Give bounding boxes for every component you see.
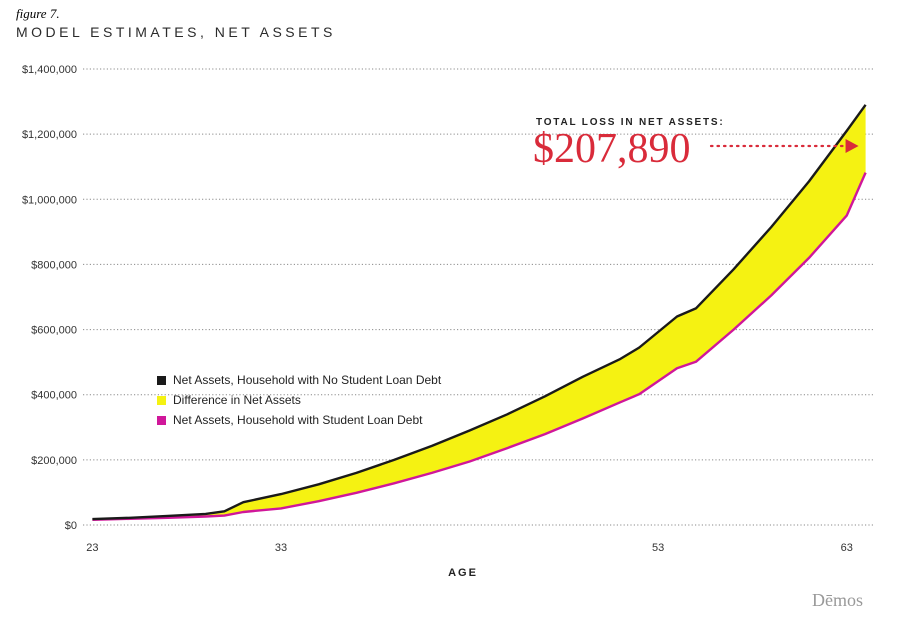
y-axis-ticks: $0 $200,000 $400,000 $600,000 $800,000 $1,000…	[22, 64, 77, 532]
y-tick-label: $1,200,000	[22, 129, 77, 141]
x-tick-label: 23	[86, 542, 98, 554]
legend-swatch-difference	[157, 395, 166, 405]
legend-label-no-debt: Net Assets, Household with No Student Lo…	[173, 373, 442, 387]
callout-label: TOTAL LOSS IN NET ASSETS:	[536, 117, 725, 128]
callout-value: $207,890	[533, 126, 691, 172]
legend-item-with-debt: Net Assets, Household with Student Loan …	[157, 410, 441, 430]
x-axis-label: AGE	[448, 567, 478, 579]
y-tick-label: $400,000	[31, 390, 77, 402]
figure-label: figure 7.	[16, 6, 60, 21]
y-tick-label: $1,000,000	[22, 194, 77, 206]
legend-label-with-debt: Net Assets, Household with Student Loan …	[173, 413, 423, 427]
y-tick-label: $1,400,000	[22, 64, 77, 76]
callout-arrow	[709, 139, 859, 153]
legend-swatch-no-debt	[157, 375, 166, 385]
legend-label-difference: Difference in Net Assets	[173, 393, 301, 407]
x-tick-label: 33	[275, 542, 287, 554]
legend: Net Assets, Household with No Student Lo…	[157, 370, 441, 430]
callout-arrow-head	[845, 139, 859, 153]
y-tick-label: $800,000	[31, 259, 77, 271]
series-line-with-debt	[92, 172, 867, 521]
x-axis-ticks: 23 33 53 63	[86, 542, 853, 554]
x-tick-label: 63	[841, 542, 853, 554]
legend-item-no-debt: Net Assets, Household with No Student Lo…	[157, 370, 441, 390]
y-tick-label: $200,000	[31, 455, 77, 467]
legend-item-difference: Difference in Net Assets	[157, 390, 441, 410]
legend-swatch-with-debt	[157, 415, 166, 425]
difference-area	[92, 104, 866, 520]
brand-logo: Dēmos	[812, 590, 863, 610]
series-line-no-debt	[92, 104, 867, 521]
x-tick-label: 53	[652, 542, 664, 554]
y-tick-label: $0	[65, 520, 77, 532]
chart-title: MODEL ESTIMATES, NET ASSETS	[16, 24, 336, 40]
plot-area	[92, 104, 867, 521]
y-tick-label: $600,000	[31, 325, 77, 337]
